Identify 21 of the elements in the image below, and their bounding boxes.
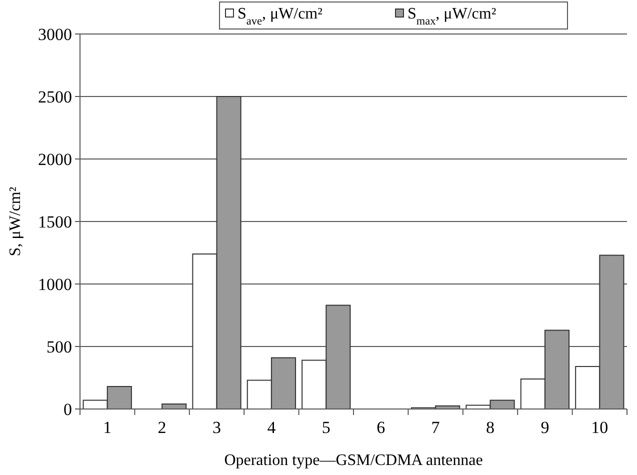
legend-label: S$_{max}$, μW/cm²	[408, 6, 496, 28]
y-tick-label: 0	[64, 400, 72, 419]
y-tick-label: 1500	[38, 212, 72, 232]
x-tick-label: 2	[158, 418, 166, 437]
y-axis-title: S, μW/cm²	[7, 186, 24, 256]
x-tick-label: 10	[591, 418, 608, 437]
x-axis-title: Operation type—GSM/CDMA antennae	[224, 452, 483, 469]
y-tick-label: 500	[46, 337, 72, 356]
x-tick-label: 4	[267, 418, 276, 437]
x-tick-label: 7	[431, 418, 440, 437]
y-tick-label: 2000	[38, 150, 72, 169]
x-tick-label: 8	[486, 418, 494, 437]
x-tick-label: 3	[212, 418, 221, 437]
x-tick-label: 9	[540, 418, 550, 437]
y-tick-label: 1000	[38, 274, 72, 294]
legend-label: S$_{ave}$, μW/cm²	[238, 6, 323, 28]
x-tick-label: 6	[376, 418, 386, 437]
y-tick-label: 3000	[38, 24, 72, 44]
x-tick-label: 1	[103, 418, 112, 437]
x-tick-label: 5	[322, 418, 330, 437]
y-tick-label: 2500	[38, 87, 72, 106]
